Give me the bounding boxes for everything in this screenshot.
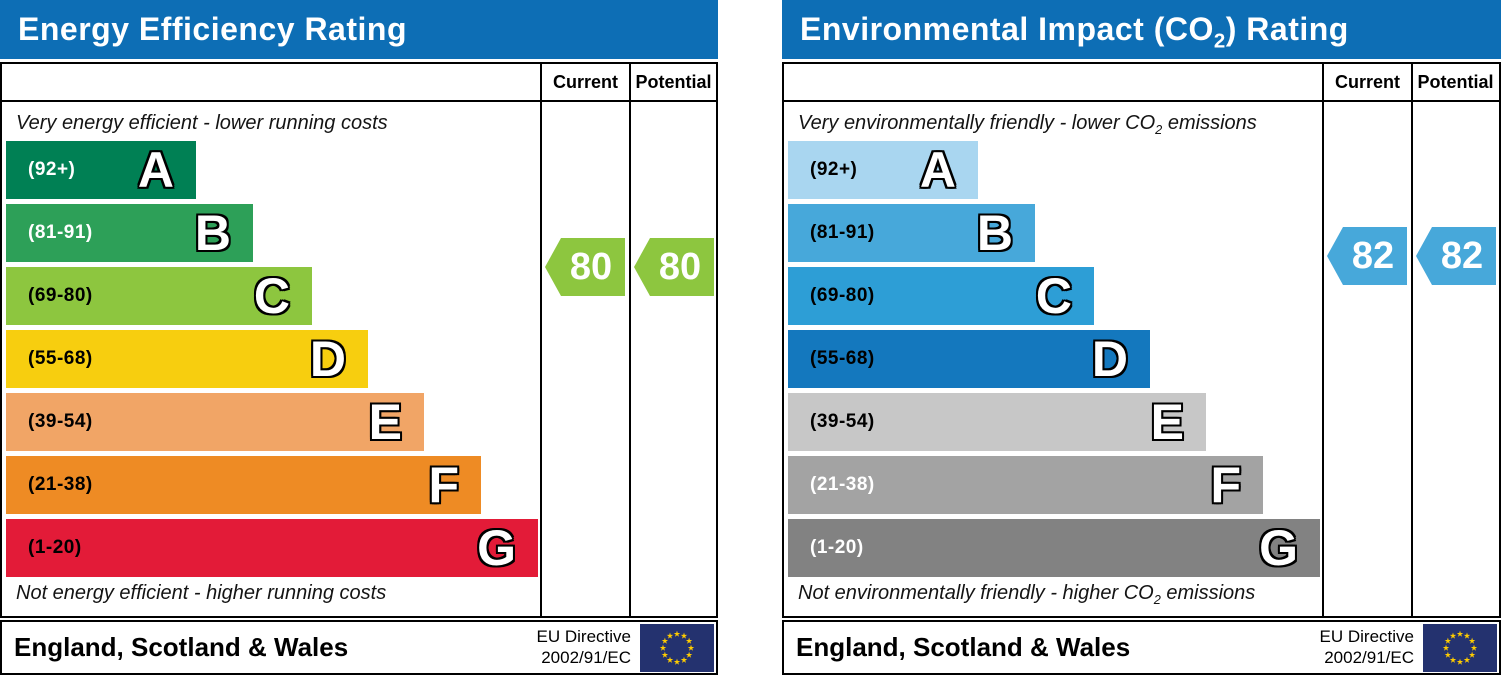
band-g: (1-20) G <box>6 519 538 577</box>
energy-title-bar: Energy Efficiency Rating <box>0 0 718 59</box>
environmental-chart-title: Environmental Impact (CO2) Rating <box>782 0 1501 59</box>
current-column-header: Current <box>1334 72 1400 92</box>
band-range-label: (81-91) <box>28 222 93 243</box>
eu-directive-line1: EU Directive <box>536 627 631 647</box>
current-rating-value: 80 <box>569 246 613 288</box>
band-range-label: (69-80) <box>28 285 93 306</box>
energy-rating-bands: (92+) A (81-91) B (69-80) C (55-68) D (3… <box>6 141 712 582</box>
bottom-caption: Not environmentally friendly - higher CO… <box>798 582 1256 607</box>
band-d: (55-68) D <box>788 330 1150 388</box>
environmental-title-bar: Environmental Impact (CO2) Rating <box>782 0 1501 59</box>
eu-directive-line1: EU Directive <box>1319 627 1414 647</box>
band-letter: E <box>1150 394 1184 450</box>
environmental-impact-chart: Environmental Impact (CO2) Rating Curren… <box>782 0 1501 675</box>
potential-column-header: Potential <box>1417 72 1494 92</box>
band-d: (55-68) D <box>6 330 368 388</box>
band-letter: E <box>368 394 402 450</box>
band-letter: D <box>1091 331 1128 387</box>
band-range-label: (21-38) <box>810 474 875 495</box>
band-letter: C <box>253 268 290 324</box>
current-rating-value: 82 <box>1351 235 1395 277</box>
current-rating-arrow: 82 <box>1327 227 1407 285</box>
title-subscript: 2 <box>1213 29 1226 53</box>
column-divider <box>540 64 542 616</box>
chart-footer: England, Scotland & Wales EU Directive 2… <box>782 620 1501 675</box>
band-b: (81-91) B <box>788 204 1035 262</box>
band-a: (92+) A <box>6 141 196 199</box>
title-text: Environmental Impact (CO <box>800 11 1214 47</box>
band-range-label: (21-38) <box>28 474 93 495</box>
band-range-label: (39-54) <box>810 411 875 432</box>
top-caption: Very energy efficient - lower running co… <box>16 112 388 135</box>
band-range-label: (55-68) <box>810 348 875 369</box>
band-range-label: (69-80) <box>810 285 875 306</box>
environmental-rating-table: Current Potential Very environmentally f… <box>782 62 1501 618</box>
region-label: England, Scotland & Wales <box>796 632 1131 662</box>
band-a: (92+) A <box>788 141 978 199</box>
band-letter: B <box>976 205 1013 261</box>
environmental-rating-bands: (92+) A (81-91) B (69-80) C (55-68) D (3… <box>788 141 1495 582</box>
energy-efficiency-chart: Energy Efficiency Rating Current Potenti… <box>0 0 718 675</box>
potential-rating-arrow: 82 <box>1416 227 1496 285</box>
caption-text: Not energy efficient - higher running co… <box>16 582 387 604</box>
eu-directive-line2: 2002/91/EC <box>1324 647 1414 667</box>
caption-subscript: 2 <box>1153 592 1161 607</box>
eu-directive-line2: 2002/91/EC <box>541 647 631 667</box>
band-range-label: (55-68) <box>28 348 93 369</box>
column-divider <box>1322 64 1324 616</box>
band-letter: F <box>428 457 459 513</box>
band-c: (69-80) C <box>788 267 1094 325</box>
band-letter: D <box>309 331 346 387</box>
caption-text: Very environmentally friendly - lower CO <box>798 112 1156 134</box>
band-letter: G <box>477 520 516 576</box>
band-e: (39-54) E <box>6 393 424 451</box>
caption-subscript: 2 <box>1155 122 1163 137</box>
band-letter: G <box>1259 520 1298 576</box>
title-text-after: ) Rating <box>1225 11 1349 47</box>
band-g: (1-20) G <box>788 519 1320 577</box>
potential-rating-value: 82 <box>1440 235 1484 277</box>
region-label: England, Scotland & Wales <box>14 632 349 662</box>
caption-text: Not environmentally friendly - higher CO <box>798 582 1154 604</box>
band-e: (39-54) E <box>788 393 1206 451</box>
eu-directive-label: EU Directive 2002/91/EC <box>1320 627 1414 668</box>
table-header-row: Current Potential <box>784 64 1499 102</box>
band-range-label: (1-20) <box>28 537 82 558</box>
caption-text: Very energy efficient - lower running co… <box>16 112 388 134</box>
band-f: (21-38) F <box>6 456 481 514</box>
bottom-caption: Not energy efficient - higher running co… <box>16 582 386 605</box>
band-letter: B <box>194 205 231 261</box>
band-letter: A <box>137 142 174 198</box>
band-range-label: (81-91) <box>810 222 875 243</box>
eu-flag-icon <box>1423 623 1497 672</box>
column-divider <box>1411 64 1413 616</box>
chart-footer: England, Scotland & Wales EU Directive 2… <box>0 620 718 675</box>
band-range-label: (1-20) <box>810 537 864 558</box>
eu-directive-label: EU Directive 2002/91/EC <box>537 627 631 668</box>
potential-rating-arrow: 80 <box>634 238 714 296</box>
band-range-label: (92+) <box>28 159 76 180</box>
band-letter: A <box>919 142 956 198</box>
caption-text-after: emissions <box>1162 112 1257 134</box>
title-text: Energy Efficiency Rating <box>18 11 407 47</box>
energy-chart-title: Energy Efficiency Rating <box>0 0 718 59</box>
current-rating-arrow: 80 <box>545 238 625 296</box>
band-range-label: (92+) <box>810 159 858 180</box>
caption-text-after: emissions <box>1160 582 1256 604</box>
band-f: (21-38) F <box>788 456 1263 514</box>
energy-rating-table: Current Potential Very energy efficient … <box>0 62 718 618</box>
column-divider <box>629 64 631 616</box>
band-c: (69-80) C <box>6 267 312 325</box>
eu-flag-icon <box>640 623 714 672</box>
current-column-header: Current <box>552 72 618 92</box>
top-caption: Very environmentally friendly - lower CO… <box>798 112 1257 137</box>
band-letter: F <box>1210 457 1241 513</box>
potential-rating-value: 80 <box>658 246 702 288</box>
table-header-row: Current Potential <box>2 64 716 102</box>
band-range-label: (39-54) <box>28 411 93 432</box>
band-b: (81-91) B <box>6 204 253 262</box>
band-letter: C <box>1035 268 1072 324</box>
potential-column-header: Potential <box>635 72 712 92</box>
